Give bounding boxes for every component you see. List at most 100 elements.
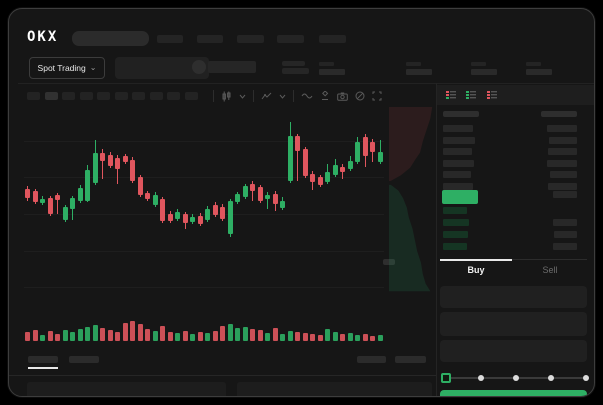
candle	[160, 199, 165, 221]
candle	[317, 177, 323, 185]
interval-button-placeholder[interactable]	[97, 92, 110, 100]
nav-item-placeholder[interactable]	[319, 35, 346, 43]
ask-price-placeholder[interactable]	[443, 136, 475, 144]
grid-line	[24, 214, 384, 215]
candle	[62, 207, 68, 220]
bottom-tab-placeholder[interactable]	[28, 356, 58, 363]
nav-item-placeholder[interactable]	[277, 35, 304, 43]
volume-bar	[182, 331, 188, 341]
price-input[interactable]	[440, 286, 587, 308]
ask-amount-placeholder	[547, 125, 577, 132]
candle-type-icon[interactable]	[221, 91, 232, 102]
ask-price-placeholder[interactable]	[443, 148, 472, 156]
candle-wick	[102, 149, 103, 179]
bottom-panel-left[interactable]	[27, 382, 226, 396]
chevron-down-icon[interactable]	[239, 94, 246, 99]
bottom-panel-right[interactable]	[237, 382, 432, 396]
ask-price-placeholder[interactable]	[443, 183, 473, 190]
candle	[362, 137, 368, 156]
draw-tool-icon[interactable]	[320, 91, 330, 101]
search-input[interactable]	[72, 31, 149, 46]
volume-bar	[55, 334, 60, 341]
candle	[40, 199, 45, 203]
depth-chart[interactable]	[389, 107, 436, 297]
candle	[167, 214, 173, 221]
ask-price-placeholder[interactable]	[443, 171, 471, 179]
slider-stop[interactable]	[478, 375, 484, 381]
line-tool-icon[interactable]	[301, 92, 313, 100]
interval-button-placeholder[interactable]	[27, 92, 40, 100]
nav-item-placeholder[interactable]	[157, 35, 183, 43]
candle-chart[interactable]	[24, 107, 384, 303]
candle	[100, 153, 105, 161]
price-axis-label-placeholder	[383, 259, 395, 265]
buy-button[interactable]	[440, 390, 587, 396]
candle	[242, 186, 248, 197]
volume-bar	[190, 334, 195, 341]
interval-button-placeholder[interactable]	[184, 92, 198, 100]
bid-price-placeholder[interactable]	[443, 231, 468, 238]
nav-item-placeholder[interactable]	[237, 35, 264, 43]
bid-price-placeholder[interactable]	[443, 219, 469, 226]
last-price-placeholder	[282, 68, 309, 74]
last-price-highlight[interactable]	[442, 190, 478, 204]
candle	[377, 152, 383, 162]
hide-drawings-icon[interactable]	[355, 91, 365, 101]
candle	[325, 172, 330, 182]
stat-label-placeholder	[526, 62, 541, 66]
volume-pane	[24, 309, 384, 341]
candle-wick	[117, 155, 118, 184]
orderbook-all-icon[interactable]	[445, 90, 457, 102]
volume-bar	[355, 335, 360, 341]
volume-bar	[227, 324, 233, 341]
candle	[182, 214, 188, 223]
camera-icon[interactable]	[337, 92, 348, 101]
candle	[77, 188, 83, 201]
ask-price-placeholder[interactable]	[443, 125, 473, 132]
interval-button-placeholder[interactable]	[44, 92, 58, 100]
tab-track	[512, 259, 587, 260]
amount-input[interactable]	[440, 312, 587, 336]
market-type-selector[interactable]: Spot Trading ⌄	[29, 57, 105, 79]
volume-bar	[85, 327, 90, 341]
fullscreen-icon[interactable]	[372, 91, 382, 101]
interval-button-placeholder[interactable]	[132, 92, 145, 100]
bid-price-placeholder[interactable]	[443, 207, 467, 214]
tab-sell[interactable]: Sell	[542, 265, 558, 275]
volume-bar	[377, 335, 383, 341]
okx-logo[interactable]: OKX	[27, 29, 59, 45]
candle	[25, 189, 30, 198]
app-window: OKX Spot Trading ⌄ ⌄	[8, 8, 595, 397]
slider-handle[interactable]	[441, 373, 451, 383]
volume-bar	[280, 334, 285, 341]
slider-stop[interactable]	[513, 375, 519, 381]
ask-amount-placeholder	[550, 171, 577, 179]
candle	[272, 194, 278, 204]
interval-button-placeholder[interactable]	[167, 92, 180, 100]
interval-button-placeholder[interactable]	[114, 92, 128, 100]
orderbook-header-placeholder	[443, 111, 479, 117]
tab-buy[interactable]: Buy	[467, 265, 485, 275]
bid-price-placeholder[interactable]	[443, 243, 467, 250]
nav-item-placeholder[interactable]	[197, 35, 223, 43]
coin-icon	[192, 60, 206, 74]
interval-button-placeholder[interactable]	[149, 92, 163, 100]
bottom-action-placeholder[interactable]	[357, 356, 386, 363]
total-input[interactable]	[440, 340, 587, 362]
chevron-down-icon[interactable]	[279, 94, 286, 99]
indicators-icon[interactable]	[261, 91, 272, 102]
candle	[47, 198, 53, 214]
volume-bar	[47, 331, 53, 341]
ask-price-placeholder[interactable]	[443, 159, 474, 167]
orderbook-header-placeholder	[541, 111, 577, 117]
slider-stop[interactable]	[583, 375, 589, 381]
orderbook-asks-icon[interactable]	[486, 90, 498, 102]
bottom-action-placeholder[interactable]	[395, 356, 426, 363]
bottom-tab-placeholder[interactable]	[69, 356, 99, 363]
orderbook-bids-icon[interactable]	[465, 90, 477, 102]
volume-bar	[205, 333, 210, 341]
interval-button-placeholder[interactable]	[79, 92, 93, 100]
candle-wick	[297, 134, 298, 181]
slider-stop[interactable]	[548, 375, 554, 381]
interval-button-placeholder[interactable]	[62, 92, 75, 100]
